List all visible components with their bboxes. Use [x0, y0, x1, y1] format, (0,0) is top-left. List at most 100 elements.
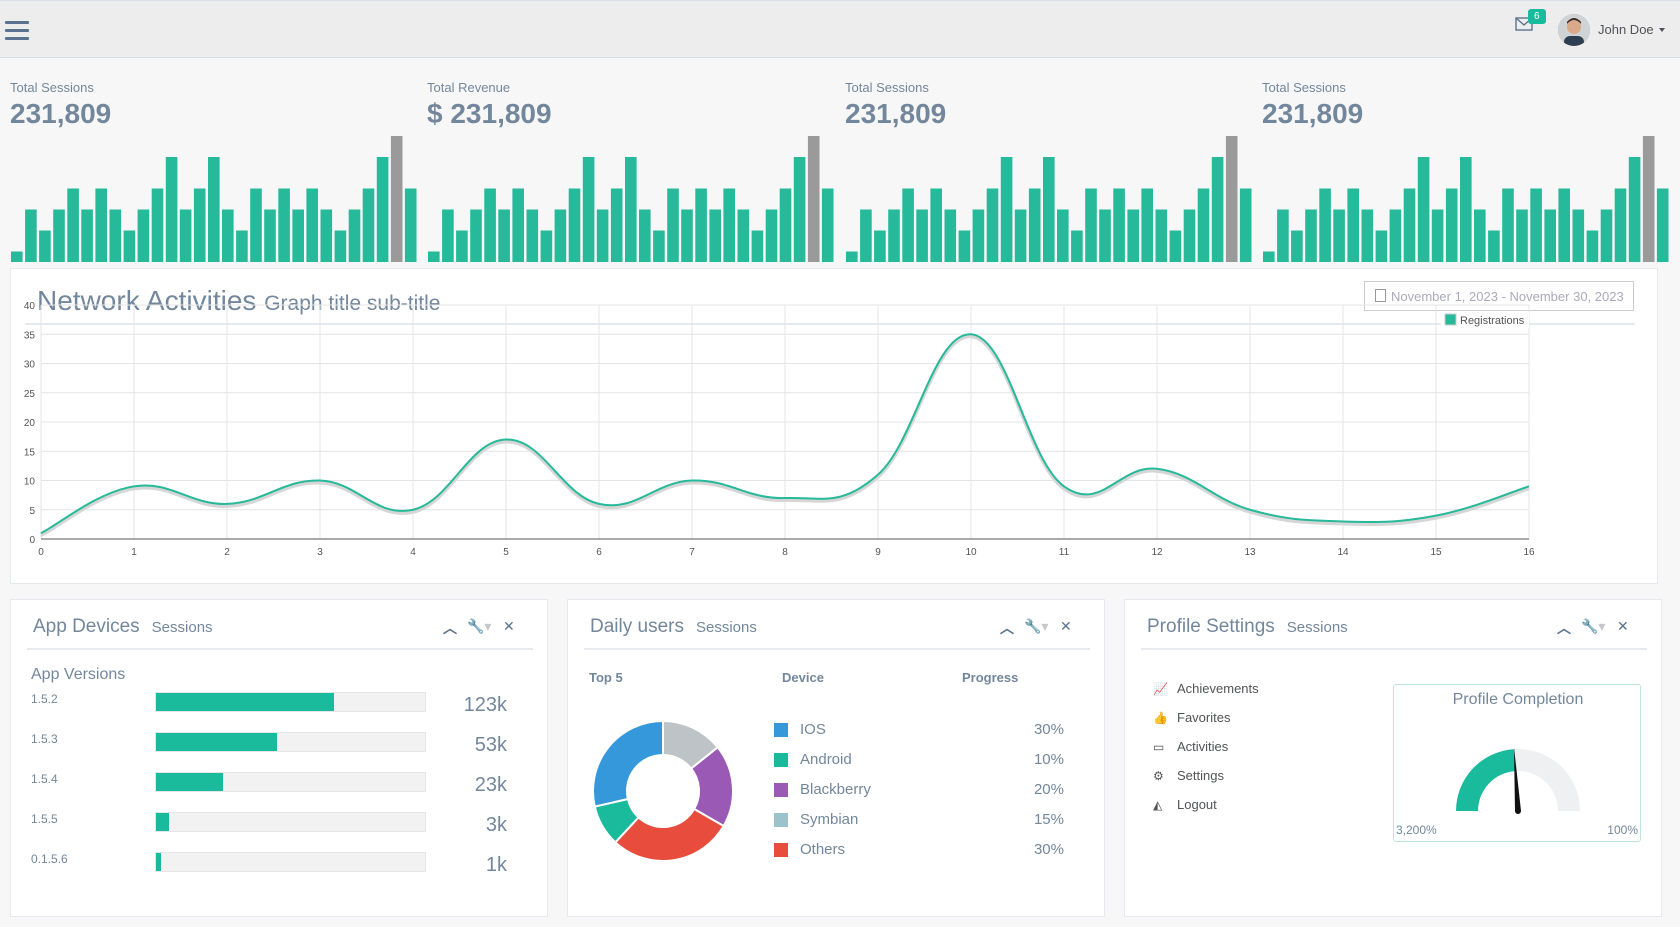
spark-bar	[874, 230, 886, 262]
spark-bar	[1197, 188, 1210, 262]
x-tick-label: 8	[782, 547, 788, 558]
thumbs-up-icon: 👍	[1153, 711, 1168, 725]
spark-bar	[1141, 188, 1153, 262]
device-percent: 10%	[1033, 751, 1064, 768]
menu-toggle-icon[interactable]	[5, 21, 29, 41]
menu-item-label: Achievements	[1177, 681, 1259, 696]
x-tick-label: 0	[38, 547, 44, 558]
tile-value: 231,809	[10, 98, 112, 129]
wrench-icon[interactable]: 🔧▾	[1024, 618, 1049, 634]
spark-bar	[1014, 209, 1027, 262]
spark-bar	[95, 188, 107, 262]
spark-bar	[484, 188, 496, 262]
collapse-icon[interactable]: ︿	[1000, 620, 1014, 636]
wrench-icon[interactable]: 🔧▾	[1581, 618, 1606, 634]
app-devices-panel: App Devices Sessions ︿ 🔧▾ ✕ App Versions …	[10, 599, 548, 917]
panel-title-text: App Devices	[33, 616, 140, 637]
spark-bar	[902, 188, 914, 262]
panel-title: Profile Settings Sessions	[1147, 616, 1348, 638]
panel-title: Daily users Sessions	[590, 616, 757, 638]
spark-bar	[723, 188, 735, 262]
device-item: Symbian 15%	[774, 810, 1064, 830]
menu-item-favorites[interactable]: 👍 Favorites	[1153, 710, 1230, 728]
panel-toolbox: ︿ 🔧▾ ✕	[1000, 618, 1080, 638]
menu-item-settings[interactable]: ⚙ Settings	[1153, 768, 1224, 786]
menu-item-label: Activities	[1177, 739, 1229, 754]
app-version-row: 0.1.5.6 1k	[31, 852, 531, 876]
spark-bar	[1183, 209, 1196, 262]
donut-slice-ios	[592, 719, 664, 808]
spark-bar	[428, 251, 440, 262]
gauge-needle-pivot	[1515, 808, 1521, 814]
spark-bar	[278, 188, 290, 262]
menu-item-logout[interactable]: ◭ Logout	[1153, 797, 1217, 815]
spark-bar	[306, 188, 318, 262]
spark-bar	[944, 209, 957, 262]
tile-total-revenue: Total Revenue $ 231,809	[427, 78, 837, 264]
avatar[interactable]	[1558, 14, 1590, 46]
spark-bar	[1431, 209, 1444, 262]
spark-bar	[456, 230, 468, 262]
spark-bar	[1642, 136, 1655, 262]
square-icon	[774, 753, 788, 767]
tile-total-sessions-2: Total Sessions 231,809	[845, 78, 1255, 264]
spark-bar	[1043, 157, 1055, 262]
tile-label: Total Sessions	[10, 80, 94, 95]
panel-subtitle: Sessions	[695, 619, 757, 636]
close-icon[interactable]: ✕	[1617, 618, 1629, 634]
sparkline-chart	[428, 136, 834, 262]
spark-bar	[1277, 209, 1289, 262]
y-tick-label: 40	[24, 301, 36, 312]
spark-bar	[1558, 188, 1570, 262]
date-range-picker[interactable]: November 1, 2023 - November 30, 2023	[1364, 281, 1634, 311]
spark-bar	[1502, 188, 1514, 262]
panel-title: Network Activities Graph title sub-title	[37, 285, 440, 317]
gauge-chart	[1456, 747, 1580, 814]
progress-fill	[156, 733, 278, 751]
line-chart-icon: 📈	[1153, 682, 1168, 696]
tile-value: $ 231,809	[427, 98, 552, 129]
spark-bar	[1445, 188, 1458, 262]
spark-bar	[1417, 157, 1430, 262]
x-tick-label: 9	[875, 547, 881, 558]
panel-title: App Devices Sessions	[33, 616, 213, 638]
daily-users-panel: Daily users Sessions ︿ 🔧▾ ✕ Top 5 Device …	[567, 599, 1105, 917]
spark-bar	[1225, 136, 1238, 262]
spark-bar	[292, 209, 304, 262]
square-icon	[774, 783, 788, 797]
chevron-down-icon[interactable]	[1659, 28, 1665, 32]
device-donut-chart	[592, 719, 734, 862]
spark-bar	[376, 157, 389, 262]
spark-bar	[860, 209, 872, 262]
progress-fill	[156, 693, 334, 711]
close-icon[interactable]: ✕	[1060, 618, 1072, 634]
x-tick-label: 16	[1523, 547, 1535, 558]
user-name[interactable]: John Doe	[1598, 22, 1654, 37]
spark-bar	[11, 251, 23, 262]
spark-bar	[1389, 209, 1402, 262]
spark-bar	[1057, 209, 1069, 262]
spark-bar	[512, 188, 524, 262]
spark-bar	[165, 157, 178, 262]
spark-bar	[888, 209, 900, 262]
spark-bar	[1361, 209, 1374, 262]
profile-completion-gauge: Profile Completion 3,200% 100%	[1393, 684, 1641, 842]
spark-bar	[334, 230, 347, 262]
tile-total-sessions-3: Total Sessions 231,809	[1262, 78, 1672, 264]
menu-item-activities[interactable]: ▭ Activities	[1153, 739, 1228, 757]
collapse-icon[interactable]: ︿	[443, 620, 457, 636]
collapse-icon[interactable]: ︿	[1557, 620, 1571, 636]
spark-bar	[1211, 157, 1224, 262]
spark-bar	[779, 188, 792, 262]
spark-bar	[695, 188, 707, 262]
close-icon[interactable]: ✕	[503, 618, 515, 634]
spark-bar	[1000, 157, 1013, 262]
spark-bar	[737, 209, 750, 262]
menu-item-achievements[interactable]: 📈 Achievements	[1153, 681, 1259, 699]
device-name: Symbian	[800, 811, 859, 828]
spark-bar	[1239, 188, 1252, 262]
spark-bar	[709, 209, 721, 262]
wrench-icon[interactable]: 🔧▾	[467, 618, 492, 634]
spark-bar	[1333, 209, 1345, 262]
